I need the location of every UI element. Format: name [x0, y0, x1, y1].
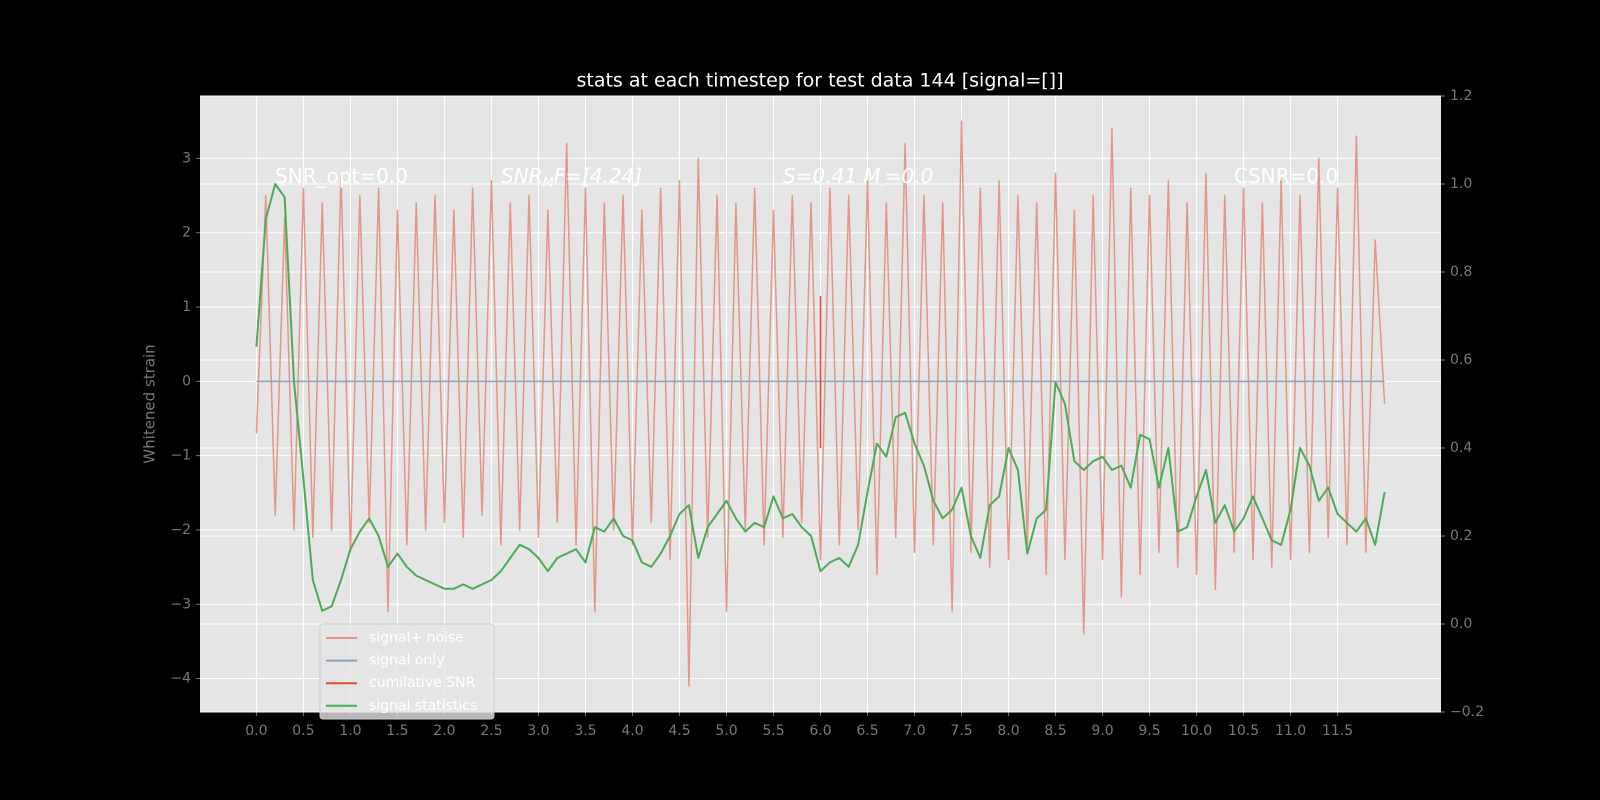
legend-label: signal+ noise [369, 630, 464, 646]
y-tick-label: −4 [170, 671, 191, 687]
x-tick-label: 6.0 [809, 723, 831, 739]
y-tick-label: −2 [170, 522, 191, 538]
x-tick-label: 8.0 [997, 723, 1019, 739]
x-tick-label: 7.0 [903, 723, 925, 739]
annotation: SNRMF=[4.24] [501, 164, 642, 191]
x-tick-label: 10.5 [1228, 723, 1259, 739]
x-tick-label: 0.0 [245, 723, 267, 739]
legend-box [319, 623, 495, 720]
x-tick-label: 7.5 [950, 723, 972, 739]
series-line [255, 183, 1386, 612]
y2-tick-label: 0.2 [1450, 528, 1472, 544]
x-tick-label: 9.5 [1138, 723, 1160, 739]
annotation: SNR_opt=0.0 [275, 164, 408, 188]
annotation-text: SNR_opt=0.0 [275, 164, 408, 188]
x-tick-label: 11.5 [1322, 723, 1353, 739]
x-tick-label: 1.0 [339, 723, 361, 739]
x-tick-label: 5.5 [762, 723, 784, 739]
y2-tick-label: 0.6 [1450, 352, 1472, 368]
y2-tick-label: 1.2 [1450, 88, 1472, 104]
annotation-tail: F=[4.24] [554, 164, 642, 188]
x-tick-label: 8.5 [1044, 723, 1066, 739]
y2-tick-label: 1.0 [1450, 176, 1472, 192]
annotation-sub: . [881, 176, 885, 191]
x-tick-label: 2.0 [433, 723, 455, 739]
annotation-text: CSNR=0.0 [1234, 164, 1338, 188]
annotation-text: SNR [501, 164, 543, 188]
x-tick-label: 9.0 [1091, 723, 1113, 739]
y2-tick-label: 0.8 [1450, 264, 1472, 280]
y-tick-label: −3 [170, 596, 191, 612]
annotation-sub: M [543, 176, 554, 191]
x-tick-label: 11.0 [1275, 723, 1306, 739]
y-tick-label: 0 [182, 373, 191, 389]
annotation-tail: =0.0 [885, 164, 934, 188]
y-tick-label: 2 [182, 225, 191, 241]
y-tick-label: −1 [170, 448, 191, 464]
y-tick-label: 3 [182, 150, 191, 166]
x-tick-label: 2.5 [480, 723, 502, 739]
series-line [255, 120, 1386, 687]
x-tick-label: 4.5 [668, 723, 690, 739]
x-tick-label: 4.0 [621, 723, 643, 739]
x-tick-label: 5.0 [715, 723, 737, 739]
x-tick-label: 0.5 [292, 723, 314, 739]
y2-tick-label: −0.2 [1450, 704, 1484, 720]
chart-title: stats at each timestep for test data 144… [576, 70, 1063, 92]
x-tick-label: 1.5 [386, 723, 408, 739]
y2-tick-label: 0.4 [1450, 440, 1472, 456]
x-tick-label: 6.5 [856, 723, 878, 739]
legend-label: cumilative SNR [369, 675, 476, 691]
legend-label: signal only [369, 653, 444, 669]
annotation: S=0.41 M.=0.0 [783, 164, 933, 191]
y-axis-label: Whitened strain [141, 344, 159, 463]
legend-label: signal statistics [369, 698, 477, 714]
y2-tick-label: 0.0 [1450, 616, 1472, 632]
annotation: CSNR=0.0 [1234, 164, 1338, 188]
annotation-text: S=0.41 M [783, 164, 881, 188]
x-tick-label: 3.0 [527, 723, 549, 739]
x-tick-label: 3.5 [574, 723, 596, 739]
y-tick-label: 1 [182, 299, 191, 315]
x-tick-label: 10.0 [1181, 723, 1212, 739]
